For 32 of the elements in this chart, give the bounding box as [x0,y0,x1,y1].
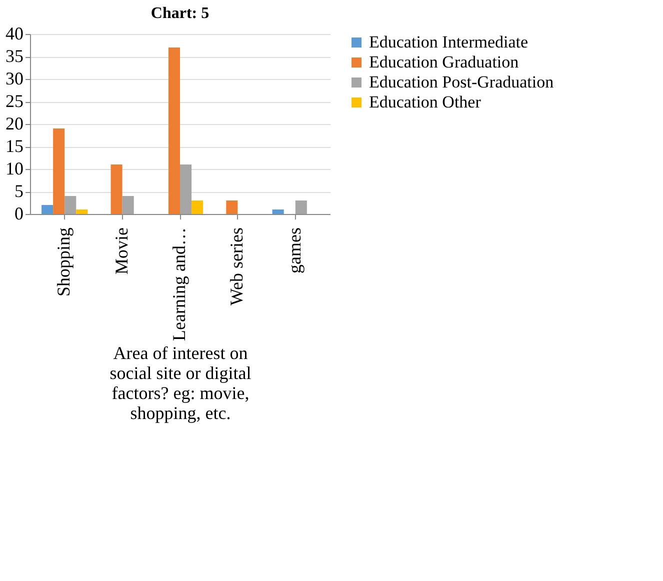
x-tick-label: Web series [226,228,247,306]
bar [226,200,238,214]
bar [272,210,284,214]
y-tick-label: 10 [6,158,24,178]
x-tick-label: Shopping [54,228,74,297]
y-tick-label: 15 [6,136,24,156]
bar [168,48,180,214]
x-tick-label: games [284,228,304,274]
x-tick-label: Learning and… [169,228,189,341]
y-tick-label: 40 [6,24,24,44]
y-tick-label: 25 [6,91,24,111]
x-axis-title: Area of interest on social site or digital factors? eg: movie, shopping, etc. [110,342,252,423]
bar [122,196,134,214]
y-tick-label: 30 [6,68,24,88]
bar [110,164,122,214]
legend-label: Education Post-Graduation [369,72,554,92]
bar [192,200,204,214]
legend-label: Education Other [369,92,482,112]
bar [180,164,192,214]
bar [295,200,307,214]
legend-label: Education Intermediate [369,32,528,52]
chart-title: Chart: 5 [150,5,210,22]
y-tick-label: 20 [6,114,24,134]
y-tick-label: 35 [6,46,24,66]
bar [42,205,54,214]
x-tick-label: Movie [111,227,132,274]
y-tick-label: 5 [14,181,24,201]
bar [53,128,65,214]
bar [64,196,76,214]
legend-label: Education Graduation [369,52,520,72]
y-tick-label: 0 [14,204,24,224]
bar [76,210,88,214]
